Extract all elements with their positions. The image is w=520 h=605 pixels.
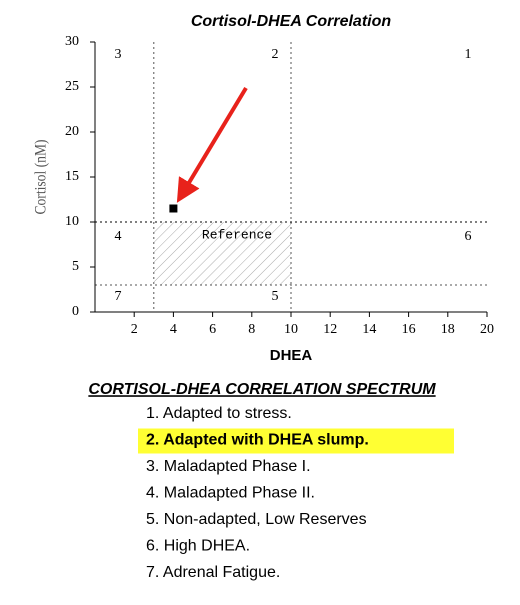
region-label: 5 [272, 289, 279, 304]
y-tick-label: 30 [65, 34, 79, 49]
x-tick-label: 14 [362, 322, 376, 337]
chart-title: Cortisol-DHEA Correlation [191, 13, 392, 30]
y-tick-label: 15 [65, 169, 79, 184]
x-axis-label: DHEA [270, 347, 313, 364]
y-tick-label: 10 [65, 214, 79, 229]
region-label: 2 [272, 47, 279, 62]
region-label: 6 [465, 229, 472, 244]
spectrum-item: 3. Maladapted Phase I. [146, 458, 311, 475]
x-tick-label: 2 [131, 322, 138, 337]
x-tick-label: 10 [284, 322, 298, 337]
spectrum-item: 2. Adapted with DHEA slump. [146, 432, 369, 449]
x-tick-label: 6 [209, 322, 216, 337]
x-tick-label: 4 [170, 322, 177, 337]
y-axis-label: Cortisol (nM) [33, 139, 50, 214]
y-tick-label: 25 [65, 79, 79, 94]
y-tick-label: 0 [72, 304, 79, 319]
region-label: 4 [115, 229, 122, 244]
x-tick-label: 18 [441, 322, 455, 337]
x-tick-label: 8 [248, 322, 255, 337]
x-tick-label: 12 [323, 322, 337, 337]
spectrum-item: 7. Adrenal Fatigue. [146, 564, 280, 581]
spectrum-item: 5. Non-adapted, Low Reserves [146, 511, 367, 528]
region-label: 3 [115, 47, 122, 62]
spectrum-item: 6. High DHEA. [146, 538, 250, 555]
spectrum-item: 1. Adapted to stress. [146, 405, 292, 422]
spectrum-item: 4. Maladapted Phase II. [146, 485, 315, 502]
spectrum-title: CORTISOL-DHEA CORRELATION SPECTRUM [88, 381, 436, 398]
x-tick-label: 20 [480, 322, 494, 337]
y-tick-label: 5 [72, 259, 79, 274]
x-tick-label: 16 [402, 322, 416, 337]
data-point [169, 204, 178, 213]
y-tick-label: 20 [65, 124, 79, 139]
highlight [138, 428, 454, 454]
arrow [176, 86, 248, 203]
reference-label: Reference [202, 227, 272, 242]
region-label: 1 [465, 47, 472, 62]
reference-region [153, 222, 291, 285]
region-label: 7 [115, 289, 122, 304]
